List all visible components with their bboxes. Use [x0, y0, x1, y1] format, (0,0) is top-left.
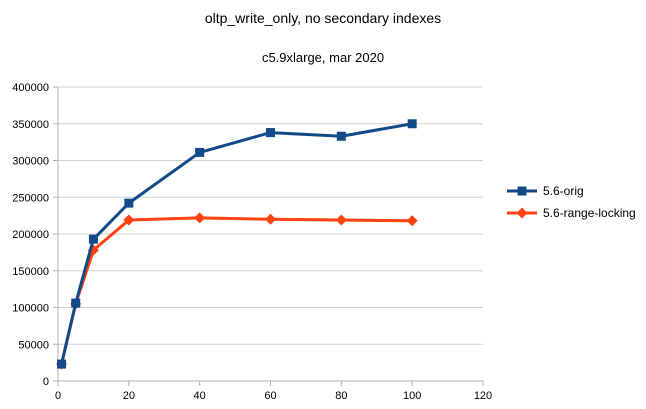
data-point-diamond	[123, 214, 135, 226]
data-point-square	[195, 147, 205, 157]
square-marker-icon	[507, 186, 537, 196]
x-tick-label: 100	[403, 390, 421, 402]
series-line	[60, 216, 413, 365]
series-line	[60, 122, 413, 365]
y-tick-label: 200000	[12, 229, 49, 241]
data-point-square	[336, 131, 346, 141]
x-tick-label: 40	[194, 390, 206, 402]
y-tick-label: 300000	[12, 156, 49, 168]
y-tick-label: 50000	[18, 339, 49, 351]
x-tick-label: 60	[264, 390, 276, 402]
chart-subtitle: c5.9xlarge, mar 2020	[261, 50, 385, 65]
legend-item-label: 5.6-orig	[543, 184, 584, 198]
data-point-diamond	[335, 214, 347, 226]
y-tick-label: 400000	[12, 82, 49, 94]
y-tick-label: 100000	[12, 303, 49, 315]
legend-item: 5.6-range-locking	[507, 202, 636, 224]
data-point-diamond	[265, 213, 276, 225]
diamond-marker-icon	[507, 207, 537, 219]
legend-item-label: 5.6-range-locking	[543, 206, 636, 220]
data-point-square	[71, 298, 81, 308]
data-point-square	[124, 198, 134, 208]
legend: 5.6-orig 5.6-range-locking	[507, 180, 636, 224]
legend-item: 5.6-orig	[507, 180, 636, 202]
y-tick-label: 150000	[12, 266, 49, 278]
data-point-diamond	[194, 212, 206, 224]
y-tick-label: 250000	[12, 192, 49, 204]
data-point-square	[407, 119, 417, 129]
x-tick-label: 80	[335, 390, 347, 402]
data-point-square	[266, 128, 275, 138]
chart-title: oltp_write_only, no secondary indexes	[204, 10, 442, 26]
data-point-diamond	[406, 215, 418, 227]
y-tick-label: 0	[43, 376, 49, 388]
x-tick-label: 120	[474, 390, 492, 402]
y-tick-label: 350000	[12, 119, 49, 131]
x-tick-label: 20	[123, 390, 135, 402]
data-point-square	[57, 359, 67, 369]
x-tick-label: 0	[55, 390, 61, 402]
data-point-square	[88, 234, 98, 244]
